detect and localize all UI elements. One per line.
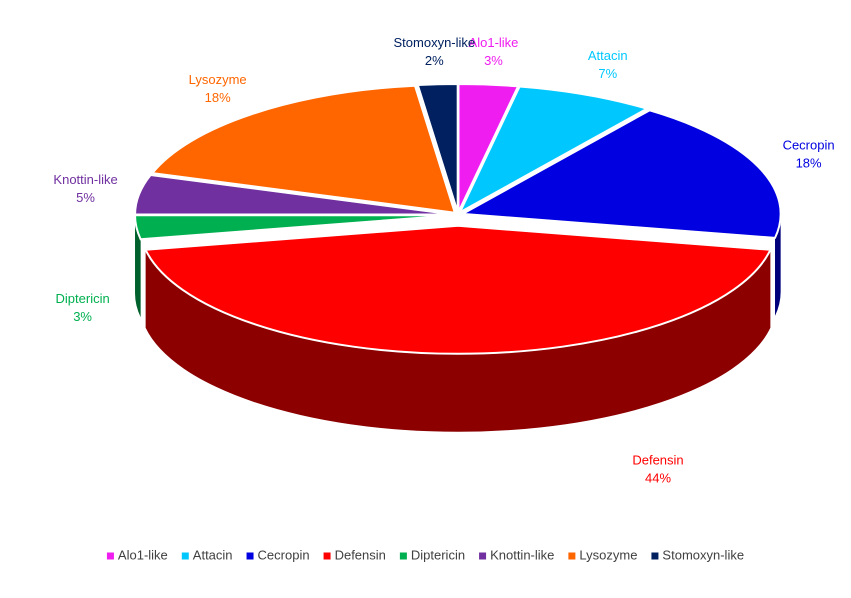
data-label-name: Attacin bbox=[588, 48, 628, 63]
legend-label: Knottin-like bbox=[490, 547, 554, 562]
legend-label: Alo1-like bbox=[118, 547, 168, 562]
data-label-name: Knottin-like bbox=[53, 172, 117, 187]
data-label-value: 18% bbox=[796, 155, 822, 170]
legend-label: Stomoxyn-like bbox=[662, 547, 744, 562]
data-label-name: Cecropin bbox=[783, 137, 835, 152]
slice bbox=[150, 84, 457, 214]
data-label-value: 18% bbox=[205, 90, 231, 105]
data-label-value: 44% bbox=[645, 470, 671, 485]
legend-marker bbox=[323, 552, 331, 560]
legend-label: Attacin bbox=[193, 547, 233, 562]
slice-side bbox=[145, 249, 771, 432]
data-label-name: Defensin bbox=[632, 452, 683, 467]
slice bbox=[134, 173, 454, 216]
data-label-name: Diptericin bbox=[56, 291, 110, 306]
slice-side bbox=[775, 213, 781, 316]
data-label-name: Alo1-like bbox=[469, 35, 519, 50]
legend-marker bbox=[106, 552, 114, 560]
legend-marker bbox=[568, 552, 576, 560]
slice bbox=[459, 109, 782, 239]
legend-label: Lysozyme bbox=[579, 547, 637, 562]
legend-label: Diptericin bbox=[411, 547, 465, 562]
legend-marker bbox=[181, 552, 189, 560]
slice-side bbox=[135, 215, 141, 318]
legend-marker bbox=[246, 552, 254, 560]
slice bbox=[416, 83, 459, 213]
legend-label: Cecropin bbox=[258, 547, 310, 562]
data-label-value: 3% bbox=[73, 309, 92, 324]
data-label-value: 7% bbox=[598, 66, 617, 81]
data-label-value: 5% bbox=[76, 190, 95, 205]
data-label-name: Lysozyme bbox=[189, 72, 247, 87]
data-label-name: Stomoxyn-like bbox=[394, 35, 476, 50]
legend-marker bbox=[479, 552, 487, 560]
data-label-value: 3% bbox=[484, 53, 503, 68]
legend: Alo1-like Attacin Cecropin Defensin Dipteric… bbox=[106, 547, 744, 562]
legend-label: Defensin bbox=[335, 547, 386, 562]
legend-marker bbox=[399, 552, 407, 560]
slice bbox=[144, 224, 772, 355]
legend-marker bbox=[651, 552, 659, 560]
slice bbox=[457, 85, 650, 215]
data-label-value: 2% bbox=[425, 53, 444, 68]
